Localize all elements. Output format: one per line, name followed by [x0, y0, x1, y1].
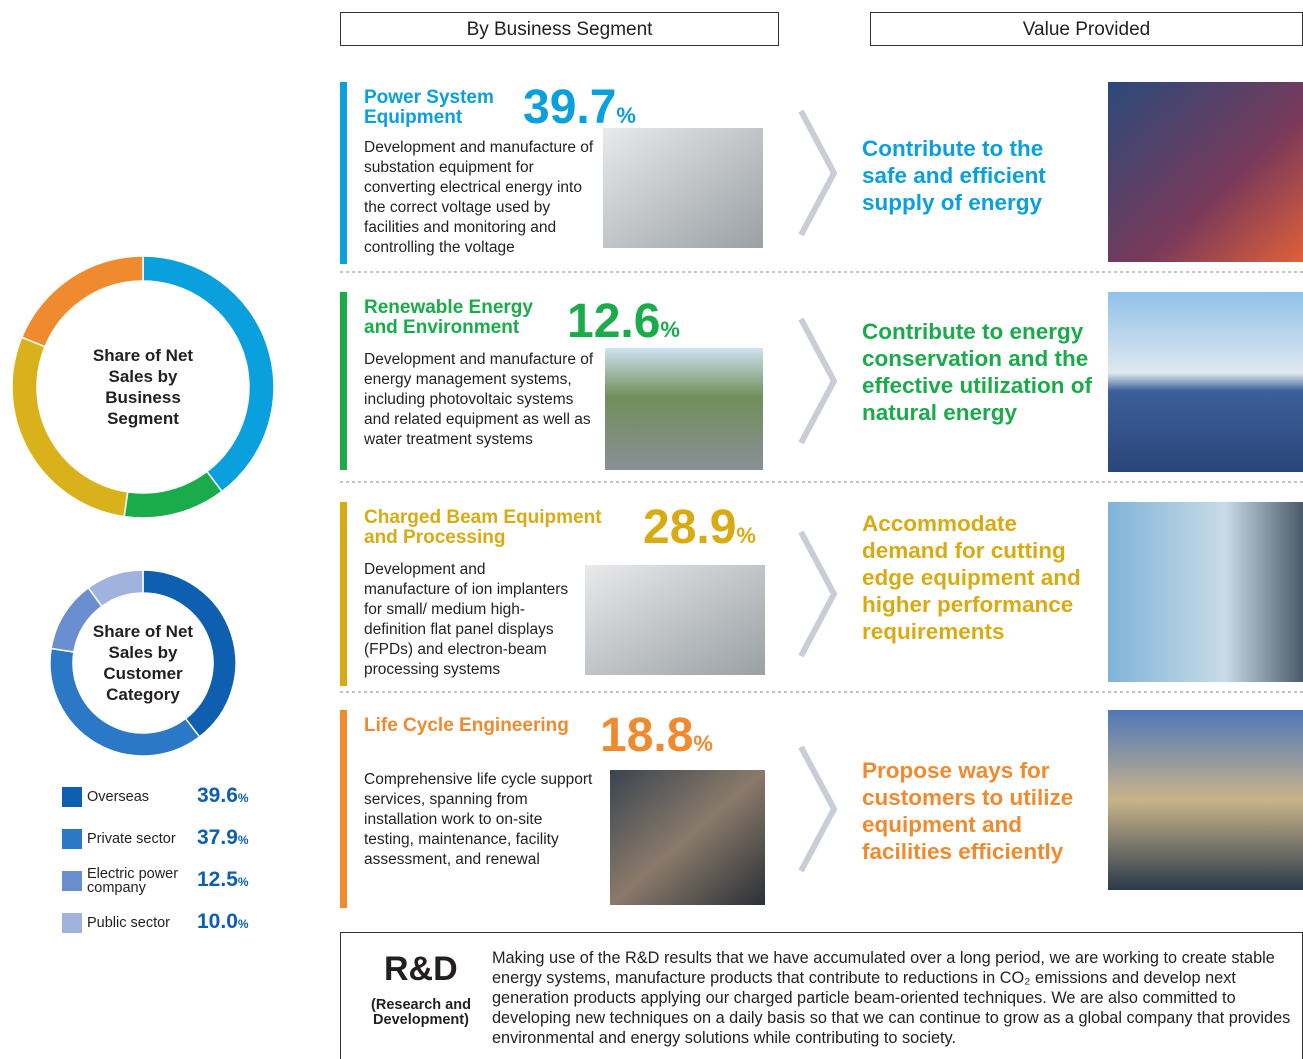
chevron	[801, 319, 834, 443]
photo	[605, 348, 763, 470]
share: 12.6%	[567, 296, 680, 356]
description: Development and manufacture of ion impla…	[364, 560, 569, 680]
chevron	[801, 747, 834, 871]
photo	[585, 565, 765, 675]
segment-title: Renewable Energy and Environment	[364, 298, 564, 338]
donut-title: Share of Net Sales by Customer Category	[88, 621, 198, 705]
legend-value-number: 10.0	[197, 910, 238, 933]
legend-swatch	[62, 871, 82, 891]
share: 28.9%	[643, 502, 756, 562]
value-provided: Contribute to energy conservation and th…	[862, 318, 1107, 426]
share-value: 39.7	[523, 81, 616, 134]
description: Comprehensive life cycle support service…	[364, 770, 596, 870]
legend-label: Public sector	[87, 916, 192, 930]
share-value: 18.8	[600, 709, 693, 762]
value-provided: Accommodate demand for cutting edge equi…	[862, 510, 1087, 645]
share-value: 12.6	[567, 295, 660, 348]
share-unit: %	[693, 731, 713, 756]
share-unit: %	[660, 317, 680, 342]
photo	[603, 128, 763, 248]
legend-value-unit: %	[238, 917, 249, 931]
rd-text: Making use of the R&D results that we ha…	[492, 948, 1292, 1048]
legend-swatch	[62, 829, 82, 849]
legend-value-number: 39.6	[197, 784, 238, 807]
legend-value-number: 12.5	[197, 868, 238, 891]
page: { "headers": {"segment": "By Business Se…	[0, 0, 1303, 1059]
photo	[1108, 292, 1303, 472]
segment-bar	[340, 710, 347, 908]
donut-segment	[22, 256, 143, 347]
legend-value: 12.5%	[197, 868, 249, 892]
donut-segment	[124, 472, 222, 518]
rd-title: R&D	[384, 950, 458, 989]
description: Development and manufacture of substatio…	[364, 138, 596, 258]
share: 18.8%	[600, 710, 713, 770]
legend-label: Electric power company	[87, 867, 192, 895]
legend-value: 39.6%	[197, 784, 249, 808]
share-unit: %	[616, 103, 636, 128]
photo	[610, 770, 765, 905]
share-unit: %	[736, 523, 756, 548]
segment-title: Charged Beam Equipment and Processing	[364, 508, 634, 548]
legend-label: Private sector	[87, 832, 192, 846]
value-provided: Contribute to the safe and efficient sup…	[862, 135, 1082, 216]
legend-value-number: 37.9	[197, 826, 238, 849]
value-provided: Propose ways for customers to utilize eq…	[862, 757, 1097, 865]
header: Value Provided	[870, 12, 1303, 46]
photo	[1108, 710, 1303, 890]
share-value: 28.9	[643, 501, 736, 554]
segment-title: Life Cycle Engineering	[364, 716, 604, 736]
legend-value-unit: %	[238, 875, 249, 889]
photo	[1108, 502, 1303, 682]
page-root: By Business Segment Value Provided R&D (…	[0, 0, 1303, 1059]
share: 39.7%	[523, 82, 636, 142]
photo	[1108, 82, 1303, 262]
description: Development and manufacture of energy ma…	[364, 350, 596, 450]
legend-swatch	[62, 913, 82, 933]
legend-value: 10.0%	[197, 910, 249, 934]
segment-bar	[340, 292, 347, 470]
chevron	[801, 111, 834, 235]
segment-bar	[340, 502, 347, 686]
legend-label: Overseas	[87, 790, 192, 804]
legend-value-unit: %	[238, 833, 249, 847]
legend-value-unit: %	[238, 791, 249, 805]
segment-bar	[340, 82, 347, 264]
donut-title: Share of Net Sales by Business Segment	[83, 345, 203, 429]
legend-value: 37.9%	[197, 826, 249, 850]
chevron	[801, 532, 834, 656]
legend-swatch	[62, 787, 82, 807]
header: By Business Segment	[340, 12, 779, 46]
segment-title: Power System Equipment	[364, 88, 514, 128]
rd-subtitle: (Research and Development)	[366, 998, 476, 1028]
